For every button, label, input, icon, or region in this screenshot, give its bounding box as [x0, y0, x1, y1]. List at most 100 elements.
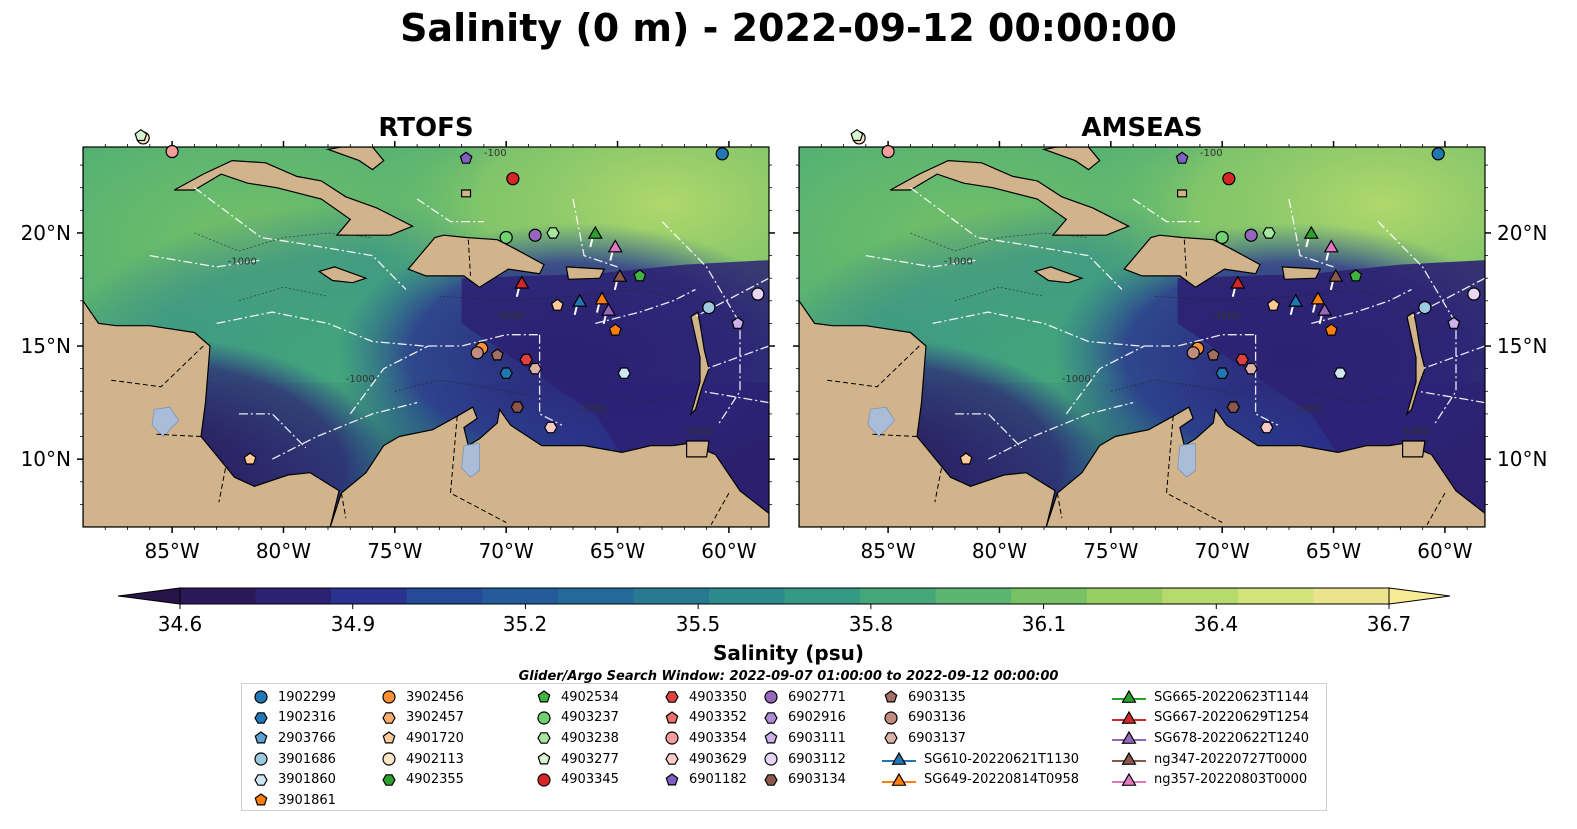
- colorbar-segment: [406, 588, 483, 604]
- legend-marker: [1121, 751, 1137, 765]
- country-border: [1056, 493, 1063, 519]
- float-marker-6903136: [470, 346, 484, 360]
- search-window-text: Glider/Argo Search Window: 2022-09-07 01…: [518, 669, 1059, 684]
- eez-boundary: [272, 401, 418, 460]
- float-marker-4903354: [881, 144, 895, 159]
- legend-item: 6902916: [762, 708, 846, 729]
- country-border: [1165, 416, 1223, 523]
- legend-item: ng347-20220727T0000: [1112, 749, 1309, 770]
- legend-marker-icon: [382, 690, 396, 704]
- float-marker-6902771: [1244, 228, 1258, 242]
- legend-item: 4903352: [663, 708, 747, 729]
- legend-marker: [537, 690, 551, 703]
- land-puerto-rico: [1281, 266, 1322, 280]
- country-border: [467, 239, 471, 276]
- contour-label: -1000: [684, 426, 713, 437]
- float-markers-amseas: [850, 128, 1481, 465]
- legend-label: 4903277: [561, 751, 619, 767]
- float-marker-4903237: [1215, 230, 1229, 245]
- float-marker-6903111: [1447, 316, 1461, 329]
- float-marker-3901860: [617, 367, 631, 379]
- float-marker-sg610-20220621t1130: [572, 293, 588, 307]
- legend-marker-icon: [665, 731, 679, 746]
- country-border: [449, 416, 507, 523]
- float-marker-6902771: [528, 228, 542, 242]
- eez-boundary: [865, 254, 978, 268]
- legend-label: 3901686: [278, 751, 336, 767]
- lon-tick-label: 70°W: [479, 539, 534, 563]
- legend-label: SG610-20220621T1130: [924, 751, 1080, 767]
- legend-item: 6903134: [762, 769, 846, 790]
- colorbar-segment: [1162, 588, 1239, 604]
- legend-marker-icon: [382, 752, 396, 766]
- legend-label: SG665-20220623T1144: [1154, 689, 1310, 705]
- legend-label: 6903135: [908, 689, 966, 705]
- contour-label: -100: [484, 148, 507, 159]
- legend-label: 4903354: [689, 730, 747, 746]
- country-border: [1426, 492, 1446, 525]
- country-border: [710, 492, 730, 525]
- eez-boundary: [428, 334, 540, 347]
- legend-label: ng357-20220803T0000: [1154, 772, 1308, 788]
- float-marker-4901720: [1266, 298, 1280, 311]
- legend-marker-icon: [254, 773, 268, 786]
- legend-marker: [537, 773, 551, 787]
- legend-marker: [382, 731, 396, 744]
- legend-label: 3902457: [406, 710, 464, 726]
- legend-marker-icon: [537, 773, 551, 787]
- land-jamaica: [317, 266, 368, 284]
- lon-tick-label: 85°W: [860, 539, 915, 563]
- bathymetry-contour: [910, 232, 1089, 252]
- legend-item: 4903345: [535, 769, 619, 790]
- legend-marker-icon: [665, 691, 679, 704]
- float-marker-3901686: [1418, 300, 1432, 315]
- legend-marker-icon: [665, 772, 679, 786]
- land-central-america: [83, 147, 340, 527]
- lat-tick-label: 10°N: [21, 447, 71, 471]
- lon-tick-label: 60°W: [1417, 539, 1472, 563]
- map-frame: [798, 146, 1486, 528]
- legend-marker-icon: [1112, 690, 1146, 704]
- legend-marker-icon: [764, 773, 778, 786]
- land-central-america: [799, 147, 1056, 527]
- legend-marker: [382, 773, 396, 786]
- legend-marker: [665, 691, 679, 704]
- float-marker-4903350: [519, 353, 533, 366]
- colorbar-segment: [1237, 588, 1314, 604]
- legend-marker: [665, 731, 679, 746]
- eez-boundary: [1422, 345, 1485, 370]
- contour-label: -1000: [228, 257, 257, 268]
- float-marker-3901861: [608, 323, 622, 336]
- legend-marker-icon: [764, 690, 778, 704]
- eez-boundary: [1288, 198, 1334, 268]
- legend-item: 4903237: [535, 708, 619, 729]
- glider-track: [595, 304, 600, 313]
- legend-label: 1902316: [278, 710, 336, 726]
- lake: [151, 406, 180, 438]
- legend-item: SG667-20220629T1254: [1112, 708, 1309, 729]
- float-marker-sg665-20220623t1144: [1303, 225, 1319, 239]
- map-panel-amseas: -1000 -1000 -2000 -3000 -100 -1000 85°W 80°W 75°…: [793, 141, 1547, 563]
- legend-label: 4903345: [561, 772, 619, 788]
- legend-item: ng357-20220803T0000: [1112, 769, 1309, 790]
- legend-marker: [1121, 710, 1137, 724]
- eez-boundary: [1377, 221, 1457, 426]
- contour-label: -3000: [1211, 311, 1240, 322]
- legend-label: 4903629: [689, 751, 747, 767]
- legend-marker: [891, 751, 907, 765]
- legend-marker-icon: [882, 772, 916, 786]
- float-marker-sg678-20220622t1240: [601, 302, 617, 316]
- eez-boundary: [1144, 334, 1256, 347]
- legend-marker: [764, 773, 778, 786]
- main-title: Salinity (0 m) - 2022-09-12 00:00:00: [400, 6, 1177, 50]
- country-border: [934, 468, 942, 503]
- legend-marker: [884, 732, 898, 745]
- legend-marker-icon: [382, 712, 396, 724]
- land-lesser-antilles: [1405, 311, 1426, 416]
- legend-item: 3902456: [380, 687, 464, 708]
- country-border: [825, 345, 920, 388]
- colorbar-segment: [331, 588, 408, 604]
- lon-tick-label: 75°W: [1083, 539, 1138, 563]
- glider-track: [1318, 315, 1323, 325]
